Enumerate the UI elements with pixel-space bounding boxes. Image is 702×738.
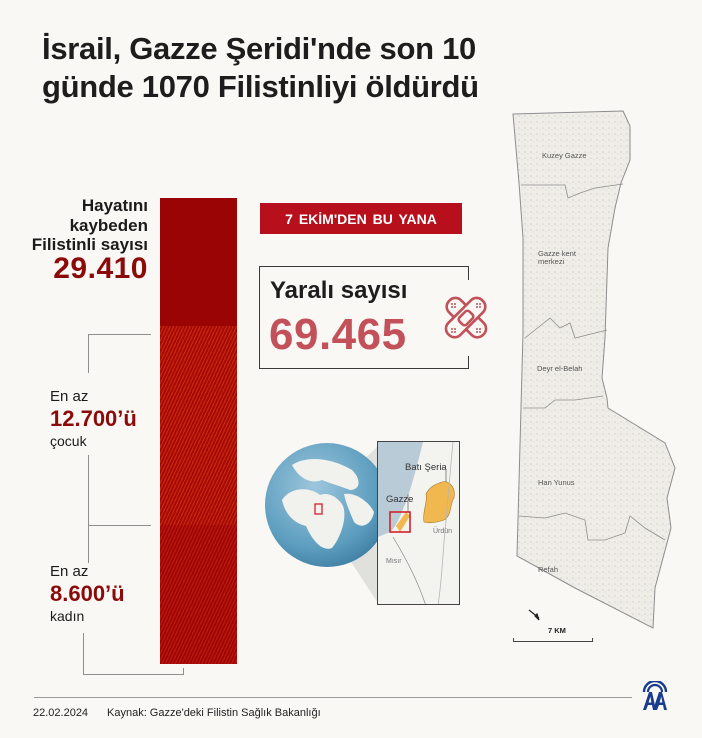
killed-value: 29.410 [53, 252, 148, 285]
aa-logo-icon [642, 681, 668, 710]
killed-label-line: kaybeden [69, 215, 148, 235]
bar-segment-other [160, 198, 237, 326]
page-title: İsrail, Gazze Şeridi'nde son 10 günde 10… [42, 31, 479, 104]
women-bracket-line [83, 633, 84, 675]
children-prefix: En az [50, 388, 89, 405]
map-label-north-gaza: Kuzey Gazze [542, 151, 587, 160]
map-scale-bar [513, 638, 593, 642]
map-label-gaza-city: Gazze kent merkezi [538, 249, 576, 266]
killed-label: Hayatını kaybeden Filistinli sayısı [32, 196, 148, 255]
women-bracket-line [83, 674, 184, 675]
women-bracket-line [88, 525, 151, 526]
children-bracket-line [88, 334, 151, 335]
women-prefix: En az [50, 563, 89, 580]
children-value: 12.700’ü [50, 406, 137, 431]
map-label-khan-yunis: Han Yunus [538, 478, 575, 487]
women-annotation: En az 8.600’ü kadın [50, 563, 125, 625]
since-date-badge: 7 EKİM'DEN BU YANA [260, 203, 462, 234]
north-arrow-icon [528, 609, 540, 621]
bar-segment-children [160, 326, 237, 525]
inset-label-west-bank: Batı Şeria [405, 462, 447, 473]
map-scale-label: 7 KM [548, 626, 566, 635]
inset-label-gaza: Gazze [386, 494, 414, 505]
children-bracket-line [88, 334, 89, 373]
map-label-rafah: Refah [538, 565, 559, 574]
women-value: 8.600’ü [50, 581, 125, 606]
wounded-value: 69.465 [269, 310, 407, 359]
women-bracket-line [88, 525, 89, 563]
killed-label-line: Hayatını [81, 196, 148, 215]
gaza-strip-outline [512, 110, 676, 629]
footer-divider [34, 697, 632, 698]
killed-stacked-bar [160, 198, 237, 664]
inset-label-egypt: Mısır [386, 558, 402, 565]
women-bracket-line [183, 668, 184, 675]
gaza-locator-box [314, 503, 323, 515]
killed-label-line: Filistinli sayısı [31, 235, 148, 254]
locator-inset-map: Batı Şeria Gazze Ürdün Mısır [377, 441, 460, 605]
footer-source: Kaynak: Gazze'deki Filistin Sağlık Bakan… [107, 707, 321, 719]
map-label-deir-el-balah: Deyr el-Belah [537, 364, 583, 373]
gaza-strip-map: Kuzey Gazze Gazze kent merkezi Deyr el-B… [505, 108, 700, 648]
inset-map-graphic [378, 442, 455, 604]
wounded-label: Yaralı sayısı [270, 277, 408, 304]
bar-segment-women [160, 525, 237, 664]
inset-label-jordan: Ürdün [433, 528, 453, 535]
bandage-icon [444, 296, 488, 339]
children-suffix: çocuk [50, 433, 87, 449]
footer-date: 22.02.2024 [33, 707, 89, 719]
globe-icon [265, 443, 389, 567]
children-annotation: En az 12.700’ü çocuk [50, 388, 137, 450]
children-bracket-line [88, 455, 89, 526]
women-suffix: kadın [50, 608, 85, 624]
